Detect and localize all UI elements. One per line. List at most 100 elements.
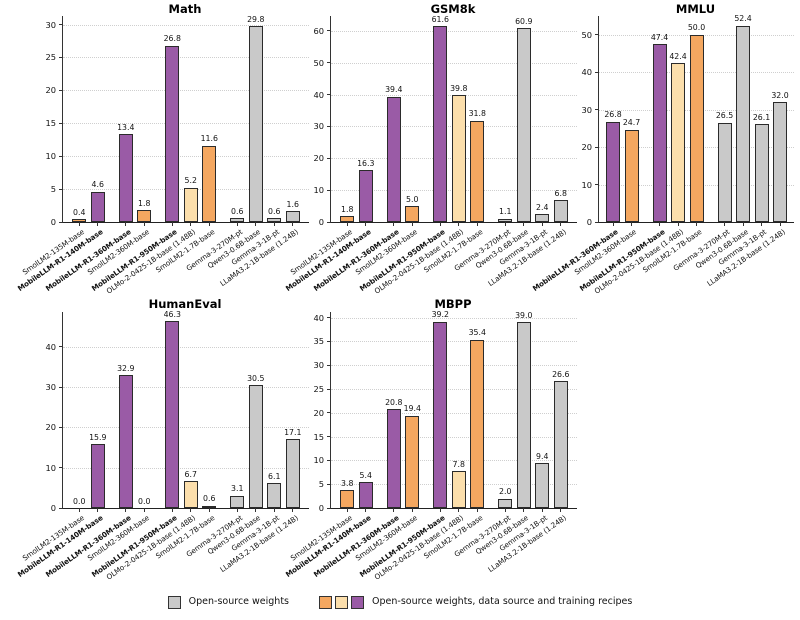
y-tick-label: 50 (313, 57, 324, 68)
bar-value-label: 30.5 (247, 373, 265, 383)
bar-Gemma-3-270M-pt (717, 122, 732, 222)
gridline (331, 317, 577, 319)
y-tick-mark (59, 122, 63, 124)
bar-value-label: 29.8 (247, 14, 265, 24)
bar-value-label: 26.5 (715, 111, 734, 121)
plot-mbpp: 0 5 10 15 20 25 30 35 40 3.8 SmolLM2-135M-base 5.4 M… (284, 311, 577, 582)
bar-MobileLLM-R1-950M-base (433, 321, 448, 508)
bar-SmolLM2-1.7B-base (202, 145, 217, 222)
bar-Gemma-3-270M-pt (230, 218, 245, 222)
gridline (63, 427, 309, 429)
x-tick-mark (677, 222, 679, 226)
bar-SmolLM2-360M-base (137, 210, 152, 222)
y-tick-label: 0 (318, 216, 324, 227)
plot-gsm8k: 0 10 20 30 40 50 60 1.8 SmolLM2-135M-base 16.3 Mob… (284, 14, 577, 296)
bar-value-label: 0.6 (268, 206, 281, 216)
y-tick-mark (595, 221, 599, 223)
x-tick-mark (631, 222, 632, 226)
bar-value-label: 61.6 (431, 14, 449, 24)
x-tick-mark (125, 222, 127, 226)
chart-title-humaneval: HumanEval (148, 297, 222, 311)
bar-value-label: 3.8 (341, 478, 354, 488)
bar-SmolLM2-1.7B-base (470, 120, 485, 222)
bar-Gemma-3-270M-pt (498, 498, 513, 508)
bar-LLaMA3.2-1B-base (1.24B) (285, 439, 300, 508)
bar-value-label: 46.3 (163, 309, 181, 319)
x-tick-mark (523, 508, 525, 512)
bar-Qwen3-0.6B-base (516, 28, 531, 222)
bar-value-label: 1.1 (499, 207, 512, 217)
chart-title-mbpp: MBPP (434, 297, 472, 311)
chart-title-gsm8k: GSM8k (430, 2, 476, 16)
bar-value-label: 0.6 (231, 206, 244, 216)
y-tick-label: 20 (313, 407, 324, 418)
x-tick-mark (208, 222, 210, 226)
bar-value-label: 2.4 (536, 203, 549, 213)
x-tick-mark (504, 508, 506, 512)
y-tick-mark (595, 109, 599, 111)
y-tick-mark (327, 125, 331, 127)
chart-title-math: Math (168, 2, 202, 16)
bar-value-label: 6.8 (554, 189, 567, 199)
bar-SmolLM2-1.7B-base (689, 34, 704, 222)
bar-value-label: 26.8 (604, 110, 622, 120)
y-tick-mark (327, 507, 331, 509)
x-tick-mark (292, 222, 294, 226)
legend-label-open-source-weights: Open-source weights (188, 596, 290, 608)
gridline (331, 412, 577, 414)
bar-LLaMA3.2-1B-base (1.24B) (773, 102, 787, 222)
y-tick-mark (327, 459, 331, 461)
bar-Gemma-3-1B-pt (535, 214, 550, 222)
x-tick-mark (125, 508, 127, 512)
y-tick-mark (327, 221, 331, 223)
bar-value-label: 26.8 (163, 34, 181, 44)
bar-value-label: 7.8 (452, 459, 465, 469)
x-tick-mark (458, 222, 460, 226)
legend-swatch-orange (319, 595, 333, 609)
bar-value-label: 1.8 (138, 198, 151, 208)
bar-SmolLM2-135M-base (340, 489, 355, 508)
x-tick-mark (255, 222, 257, 226)
bar-MobileLLM-R1-950M-base (433, 25, 448, 222)
bar-Qwen3-0.6B-base (248, 385, 263, 508)
x-tick-mark (541, 222, 543, 226)
x-tick-mark (411, 508, 413, 512)
bar-MobileLLM-R1-360M-base (118, 375, 133, 508)
bar-Qwen3-0.6B-base (516, 322, 531, 508)
gridline (63, 156, 309, 158)
bar-Gemma-3-1B-pt (754, 124, 769, 222)
y-tick-label: 40 (313, 89, 324, 100)
y-tick-mark (59, 467, 63, 469)
y-tick-mark (327, 412, 331, 414)
bar-value-label: 11.6 (200, 134, 218, 144)
bar-LLaMA3.2-1B-base (1.24B) (285, 211, 300, 222)
y-tick-mark (327, 30, 331, 32)
bar-value-label: 31.8 (468, 109, 486, 119)
bar-OLMo-2-0425-1B-base (1.48B) (183, 187, 198, 222)
bar-value-label: 0.0 (138, 496, 151, 506)
bar-Gemma-3-1B-pt (535, 463, 550, 508)
gridline (63, 90, 309, 92)
x-tick-mark (439, 222, 441, 226)
bar-value-label: 5.2 (184, 176, 197, 186)
gridline (63, 387, 309, 388)
y-tick-mark (327, 94, 331, 96)
y-tick-mark (595, 146, 599, 148)
y-tick-mark (59, 155, 63, 157)
bar-value-label: 32.9 (117, 364, 135, 374)
x-tick-mark (97, 508, 99, 512)
y-tick-label: 0 (318, 502, 324, 513)
x-tick-mark (476, 508, 478, 512)
legend-swatch-gray (167, 595, 181, 609)
bar-MobileLLM-R1-950M-base (165, 45, 180, 222)
bar-SmolLM2-360M-base (405, 415, 420, 508)
gridline (331, 94, 577, 96)
bar-OLMo-2-0425-1B-base (1.48B) (183, 480, 198, 508)
x-tick-mark (560, 222, 562, 226)
x-tick-mark (236, 508, 238, 512)
bar-value-label: 4.6 (91, 180, 104, 190)
y-tick-label: 10 (313, 455, 324, 466)
x-tick-mark (292, 508, 294, 512)
y-tick-label: 0 (50, 502, 56, 513)
x-tick-mark (78, 222, 80, 226)
